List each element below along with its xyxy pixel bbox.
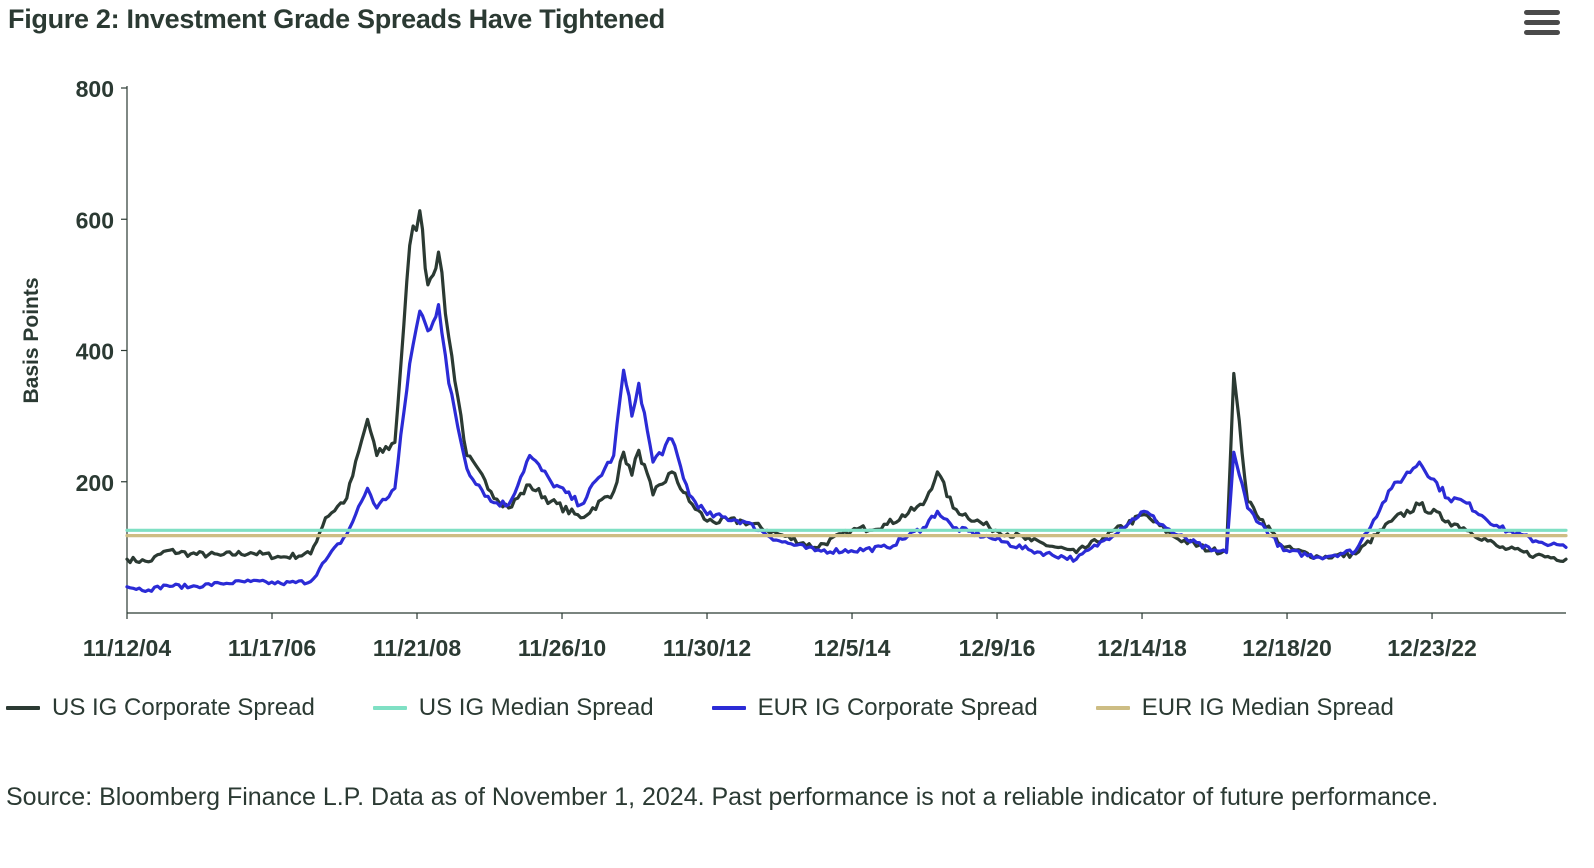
y-axis-title: Basis Points (20, 277, 43, 403)
legend-item-us-ig-corporate[interactable]: US IG Corporate Spread (6, 694, 315, 722)
eur-ig-corporate-spread-line (125, 303, 1568, 593)
menu-bar (1524, 30, 1560, 35)
y-tick-label: 400 (76, 339, 114, 365)
x-tick-label: 11/12/04 (83, 635, 171, 661)
x-tick-label: 12/5/14 (814, 635, 891, 661)
legend-label: US IG Corporate Spread (52, 694, 315, 721)
x-tick-label: 11/30/12 (663, 635, 751, 661)
legend-swatch (711, 706, 746, 710)
y-tick-label: 200 (76, 470, 114, 496)
legend-label: US IG Median Spread (418, 694, 654, 721)
x-tick-label: 12/14/18 (1097, 635, 1187, 661)
x-tick-label: 12/18/20 (1242, 635, 1332, 661)
x-tick-label: 12/23/22 (1387, 635, 1477, 661)
y-tick-label: 600 (76, 207, 114, 233)
us-ig-corporate-spread-line (125, 209, 1568, 565)
legend-item-eur-ig-corporate[interactable]: EUR IG Corporate Spread (711, 694, 1038, 722)
menu-bar (1524, 20, 1560, 25)
chart-title: Figure 2: Investment Grade Spreads Have … (8, 4, 665, 34)
legend-swatch (1095, 706, 1130, 710)
x-tick-label: 11/17/06 (228, 635, 316, 661)
legend-swatch (372, 706, 407, 710)
x-tick-label: 11/21/08 (373, 635, 461, 661)
chart-legend: US IG Corporate Spread US IG Median Spre… (6, 694, 1394, 722)
x-tick-label: 12/9/16 (959, 635, 1036, 661)
legend-label: EUR IG Median Spread (1141, 694, 1394, 721)
legend-item-eur-ig-median[interactable]: EUR IG Median Spread (1095, 694, 1394, 722)
legend-label: EUR IG Corporate Spread (757, 694, 1038, 721)
y-tick-label: 800 (76, 76, 114, 102)
legend-swatch (6, 706, 40, 710)
legend-item-us-ig-median[interactable]: US IG Median Spread (372, 694, 654, 722)
line-chart: 200 400 600 800 Basis Points 11/12/04 11/17/06… (20, 76, 1568, 661)
menu-bar (1524, 10, 1560, 15)
x-tick-label: 11/26/10 (518, 635, 606, 661)
source-note: Source: Bloomberg Finance L.P. Data as o… (6, 783, 1439, 811)
hamburger-menu-icon[interactable] (1524, 10, 1560, 40)
